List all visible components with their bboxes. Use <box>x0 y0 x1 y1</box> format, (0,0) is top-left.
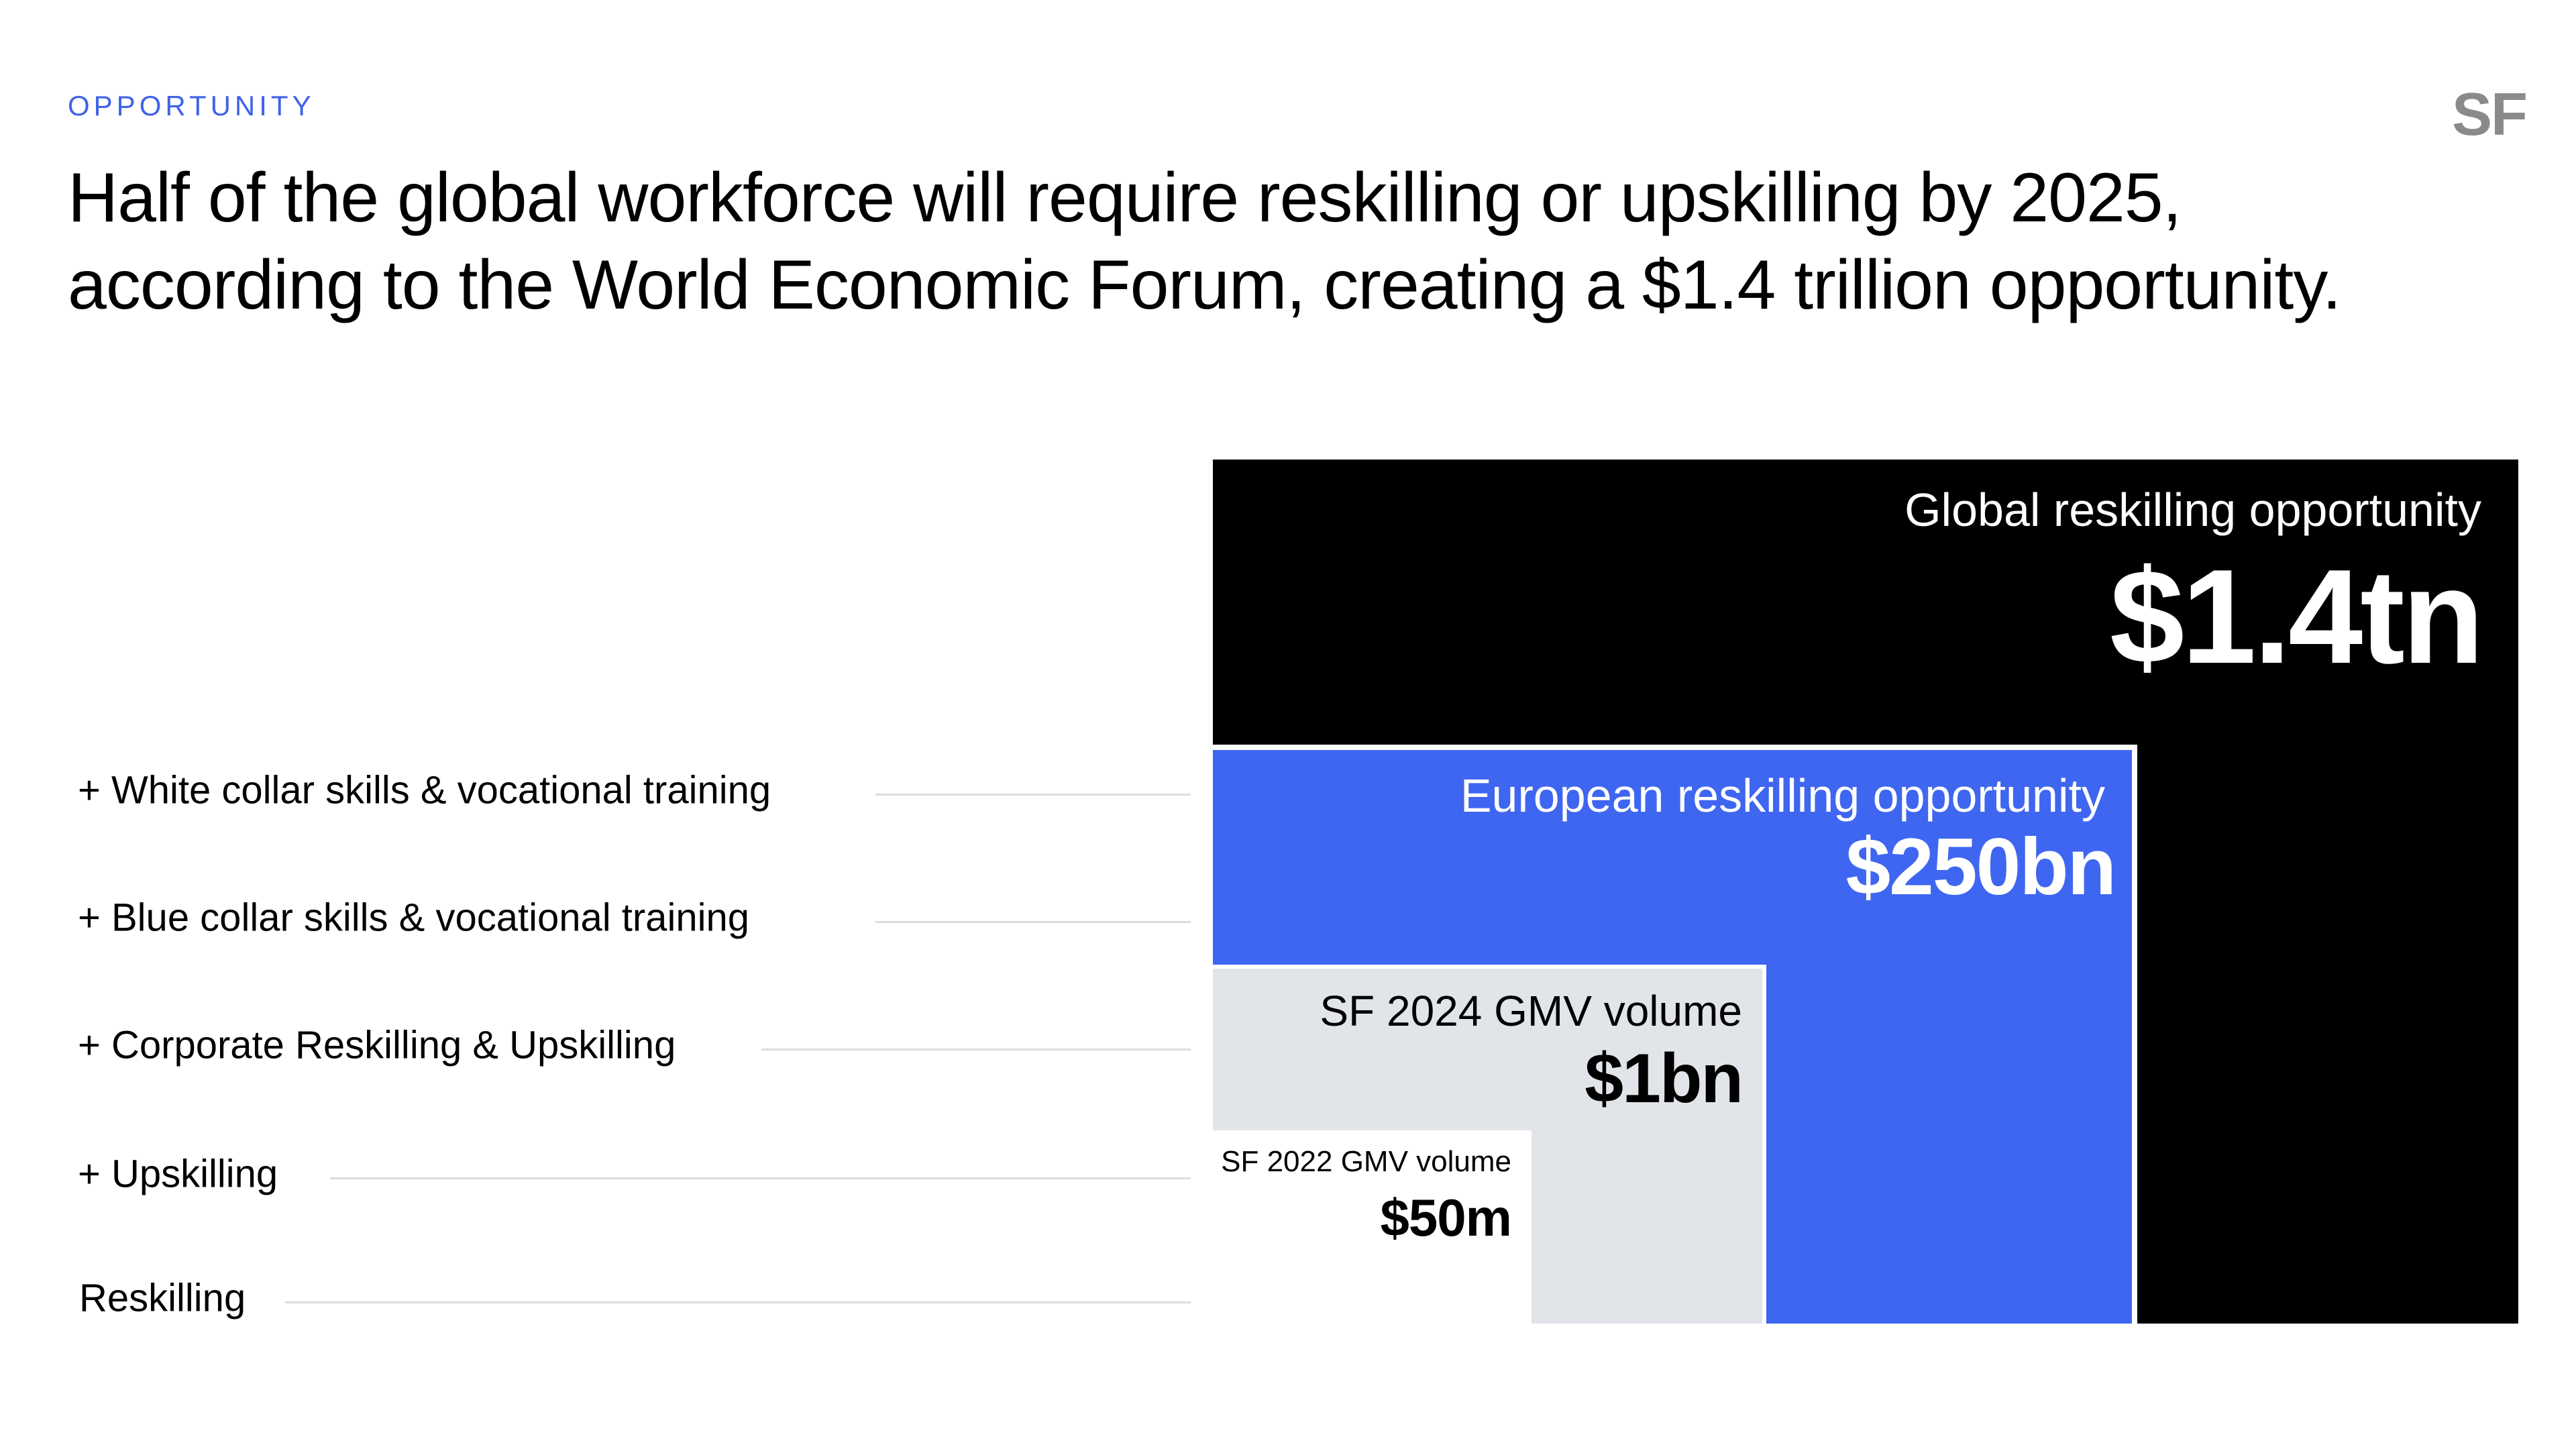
sf-logo: SF <box>2452 81 2528 148</box>
box-sf22-caption: SF 2022 GMV volume <box>1221 1145 1511 1178</box>
box-sf24-caption: SF 2024 GMV volume <box>1320 987 1742 1035</box>
row-line-reskilling <box>285 1301 1191 1303</box>
row-label-white-collar: + White collar skills & vocational train… <box>78 768 771 812</box>
row-label-reskilling: Reskilling <box>79 1276 246 1320</box>
headline-line-1: Half of the global workforce will requir… <box>68 159 2182 237</box>
box-global-caption: Global reskilling opportunity <box>1904 484 2481 536</box>
row-line-corporate <box>761 1049 1191 1051</box>
box-europe-caption: European reskilling opportunity <box>1460 769 2105 822</box>
row-line-blue-collar <box>875 921 1191 923</box>
headline-line-2: according to the World Economic Forum, c… <box>68 246 2342 324</box>
box-global-value: $1.4tn <box>2109 542 2484 692</box>
box-europe-value: $250bn <box>1845 822 2116 912</box>
row-label-blue-collar: + Blue collar skills & vocational traini… <box>78 896 749 940</box>
page-title: Half of the global workforce will requir… <box>68 154 2550 329</box>
box-sf-2022-gmv: SF 2022 GMV volume $50m <box>1213 1130 1532 1324</box>
section-label: OPPORTUNITY <box>68 90 315 121</box>
box-sf24-value: $1bn <box>1585 1040 1743 1118</box>
row-label-corporate: + Corporate Reskilling & Upskilling <box>78 1023 676 1067</box>
box-sf22-value: $50m <box>1380 1188 1512 1247</box>
row-line-white-collar <box>875 794 1191 796</box>
row-label-upskilling: + Upskilling <box>78 1152 278 1196</box>
row-line-upskilling <box>330 1177 1191 1179</box>
